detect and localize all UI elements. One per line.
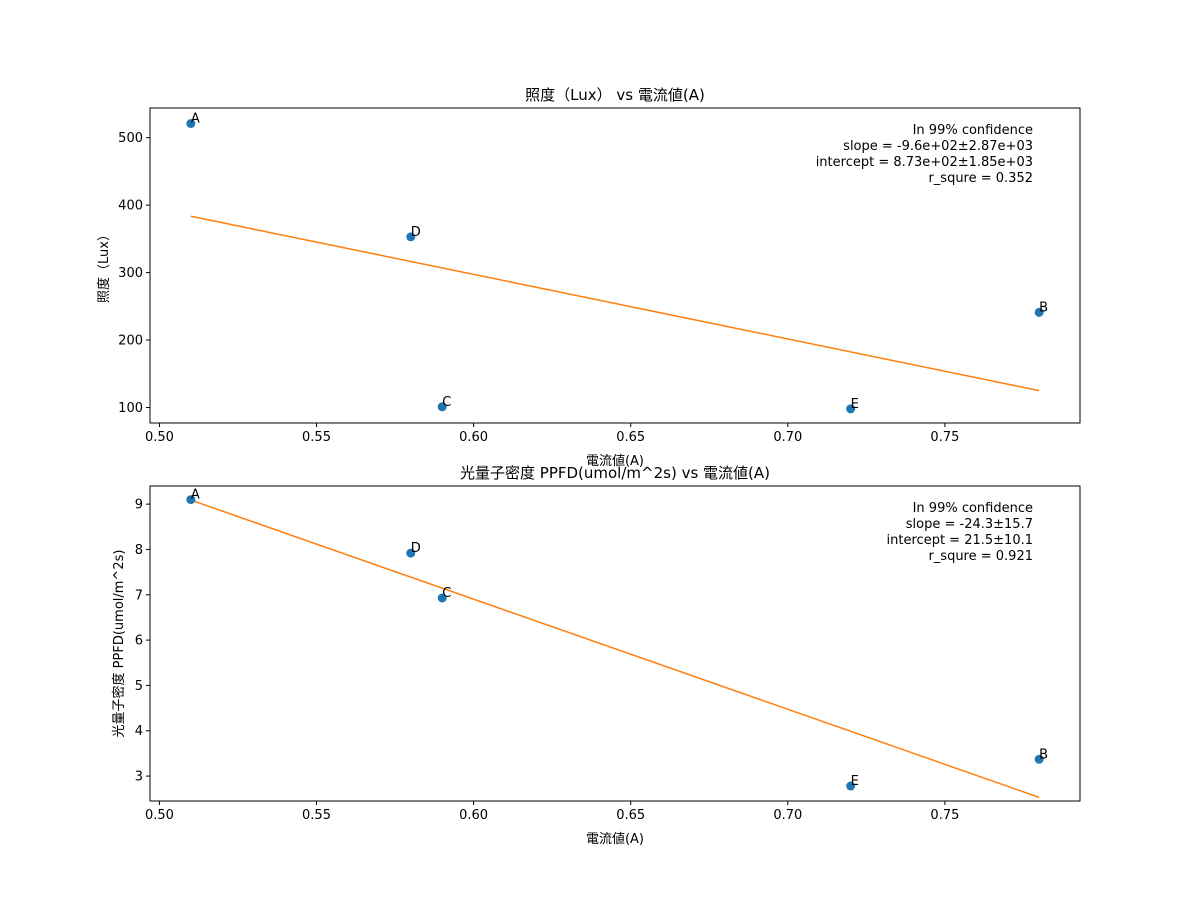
point-label: A [191,112,200,127]
data-point-a [186,495,196,505]
y-axis-label: 照度（Lux） [96,228,112,303]
y-tick-label: 7 [135,588,143,603]
y-tick-label: 400 [118,199,143,214]
x-tick-label: 0.65 [616,430,645,445]
plot-frame [149,485,1081,802]
data-point-c [437,402,447,412]
data-point-b [1034,307,1044,317]
annotation-line: slope = -9.6e+02±2.87e+03 [843,139,1033,154]
y-tick-label: 200 [118,334,143,349]
data-point-c [437,593,447,603]
annotation-line: slope = -24.3±15.7 [906,517,1033,532]
annotation-line: r_squre = 0.352 [928,171,1033,186]
y-tick-label: 100 [118,401,143,416]
y-tick-label: 4 [135,724,143,739]
regression-line [190,499,1040,799]
data-point-d [406,548,416,558]
chart-illuminance: 照度（Lux） vs 電流値(A) A D C E B 0.50 0.55 0.60 0.65… [96,86,1081,469]
points-layer: A D C E B [186,112,1048,414]
x-tick-label: 0.55 [302,430,331,445]
x-tick-label: 0.75 [930,808,959,823]
chart-title: 光量子密度 PPFD(umol/m^2s) vs 電流値(A) [460,464,770,482]
fit-layer [190,499,1040,799]
x-ticks: 0.50 0.55 0.60 0.65 0.70 0.75 [145,423,959,445]
annotation-line: In 99% confidence [913,501,1033,516]
x-tick-label: 0.70 [773,430,802,445]
x-tick-label: 0.75 [930,430,959,445]
x-tick-label: 0.65 [616,808,645,823]
point-label: B [1039,300,1048,315]
point-label: B [1039,747,1048,762]
regression-line [190,215,1040,392]
y-tick-label: 300 [118,266,143,281]
x-tick-label: 0.50 [145,808,174,823]
x-tick-label: 0.70 [773,808,802,823]
point-label: D [411,541,421,556]
point-label: D [411,225,421,240]
x-axis-label: 電流値(A) [586,831,644,847]
points-layer: A D C E B [186,488,1048,791]
annotation-line: intercept = 21.5±10.1 [887,533,1033,548]
x-tick-label: 0.50 [145,430,174,445]
x-tick-label: 0.60 [459,430,488,445]
fit-layer [190,215,1040,392]
annotation-line: In 99% confidence [913,123,1033,138]
y-tick-label: 6 [135,634,143,649]
y-tick-label: 9 [135,498,143,513]
y-tick-label: 500 [118,131,143,146]
annotation-line: r_squre = 0.921 [928,549,1033,564]
data-point-e [846,781,856,791]
y-axis-label: 光量子密度 PPFD(umol/m^2s) [111,550,127,738]
y-tick-label: 5 [135,679,143,694]
y-ticks: 3 4 5 6 7 8 9 [135,498,150,785]
data-point-e [846,404,856,414]
plot-frame [149,107,1081,424]
chart-title: 照度（Lux） vs 電流値(A) [525,86,705,104]
data-point-b [1034,754,1044,764]
data-point-a [186,119,196,129]
chart-ppfd: 光量子密度 PPFD(umol/m^2s) vs 電流値(A) A D C E B 0.… [111,464,1081,847]
x-ticks: 0.50 0.55 0.60 0.65 0.70 0.75 [145,801,959,823]
annotation-line: intercept = 8.73e+02±1.85e+03 [816,155,1033,170]
y-ticks: 100 200 300 400 500 [118,131,150,416]
point-label: E [851,397,859,412]
point-label: E [851,774,859,789]
point-label: C [442,395,451,410]
y-tick-label: 3 [135,770,143,785]
data-point-d [406,232,416,242]
point-label: A [191,488,200,503]
y-tick-label: 8 [135,543,143,558]
point-label: C [442,586,451,601]
x-tick-label: 0.55 [302,808,331,823]
x-axis-label: 電流値(A) [586,453,644,469]
x-tick-label: 0.60 [459,808,488,823]
